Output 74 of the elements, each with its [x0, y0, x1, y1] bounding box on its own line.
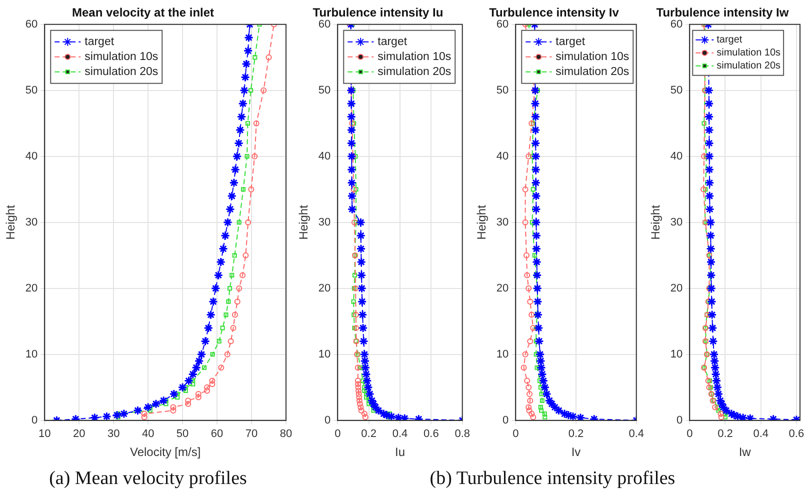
- legend-label: simulation 20s: [84, 66, 158, 78]
- x-tick-label: 0.6: [788, 428, 804, 440]
- y-tick-label: 50: [318, 84, 331, 96]
- x-tick-label: 30: [107, 428, 120, 440]
- y-tick-label: 60: [318, 18, 331, 30]
- x-tick-label: 10: [38, 428, 51, 440]
- legend-label: simulation 20s: [556, 66, 630, 78]
- y-tick-label: 30: [318, 216, 331, 228]
- legend-label: simulation 10s: [84, 51, 158, 64]
- y-axis-title: Height: [474, 204, 489, 240]
- x-tick-label: 0.4: [628, 428, 644, 440]
- text: (b) Turbulence intensity profiles: [430, 468, 676, 489]
- legend-label: target: [84, 36, 115, 48]
- y-tick-label: 20: [670, 282, 683, 294]
- legend-label: target: [378, 36, 408, 48]
- x-tick-label: 0: [512, 428, 519, 440]
- y-tick-label: 10: [670, 348, 683, 360]
- chart-title: Turbulence intensity Iu: [312, 6, 444, 20]
- y-tick-label: 20: [25, 282, 38, 294]
- legend-label: simulation 20s: [378, 66, 452, 78]
- y-tick-label: 30: [496, 216, 509, 228]
- legend-label: target: [556, 36, 586, 48]
- x-tick-label: 0.8: [454, 428, 470, 440]
- x-axis-title: Velocity [m/s]: [130, 445, 201, 460]
- y-tick-label: 50: [25, 84, 38, 96]
- y-tick-label: 40: [25, 150, 38, 162]
- y-tick-label: 0: [676, 414, 683, 426]
- y-tick-label: 50: [670, 84, 683, 96]
- chart-title: Turbulence intensity Iw: [656, 6, 790, 20]
- x-axis-title: Iw: [738, 445, 752, 460]
- y-tick-label: 60: [670, 18, 683, 30]
- y-axis-title: Height: [296, 204, 311, 240]
- x-tick-label: 20: [72, 428, 86, 440]
- x-tick-label: 0.2: [718, 428, 733, 440]
- y-tick-label: 60: [496, 18, 509, 30]
- legend-label: simulation 10s: [556, 51, 630, 64]
- y-tick-label: 40: [670, 150, 683, 162]
- y-tick-label: 10: [25, 348, 38, 360]
- y-tick-label: 10: [318, 348, 331, 360]
- x-tick-label: 0.2: [361, 428, 376, 440]
- y-tick-label: 40: [318, 150, 331, 162]
- y-tick-label: 60: [25, 18, 38, 30]
- x-tick-label: 40: [142, 428, 154, 440]
- y-tick-label: 10: [496, 348, 509, 360]
- x-tick-label: 60: [210, 428, 224, 440]
- legend-label: simulation 10s: [378, 51, 452, 64]
- y-tick-label: 0: [32, 414, 38, 426]
- y-tick-label: 0: [502, 414, 509, 426]
- x-axis-title: Iv: [571, 445, 581, 460]
- x-tick-label: 80: [280, 428, 292, 440]
- x-tick-label: 0: [686, 428, 693, 440]
- y-tick-label: 0: [324, 414, 331, 426]
- y-tick-label: 30: [25, 216, 38, 228]
- text: (a) Mean velocity profiles: [49, 468, 247, 489]
- y-tick-label: 30: [670, 216, 683, 228]
- chart-title: Mean velocity at the inlet: [72, 6, 214, 20]
- y-tick-label: 50: [496, 84, 509, 96]
- y-tick-label: 20: [318, 282, 331, 294]
- legend-label: target: [716, 34, 742, 46]
- y-axis-title: Height: [648, 204, 663, 240]
- y-tick-label: 40: [496, 150, 509, 162]
- x-tick-label: 0: [334, 428, 341, 440]
- x-tick-label: 0.6: [424, 428, 439, 440]
- x-axis-title: Iu: [394, 445, 406, 460]
- chart-title: Turbulence intensity Iv: [489, 6, 620, 20]
- y-tick-label: 20: [496, 282, 509, 294]
- x-tick-label: 0.4: [753, 428, 768, 440]
- y-axis-title: Height: [4, 204, 18, 240]
- x-tick-label: 70: [245, 428, 258, 440]
- legend-label: simulation 10s: [716, 48, 781, 59]
- legend-label: simulation 20s: [716, 60, 781, 72]
- x-tick-label: 50: [176, 428, 189, 440]
- x-tick-label: 0.4: [392, 428, 408, 440]
- x-tick-label: 0.2: [568, 428, 584, 440]
